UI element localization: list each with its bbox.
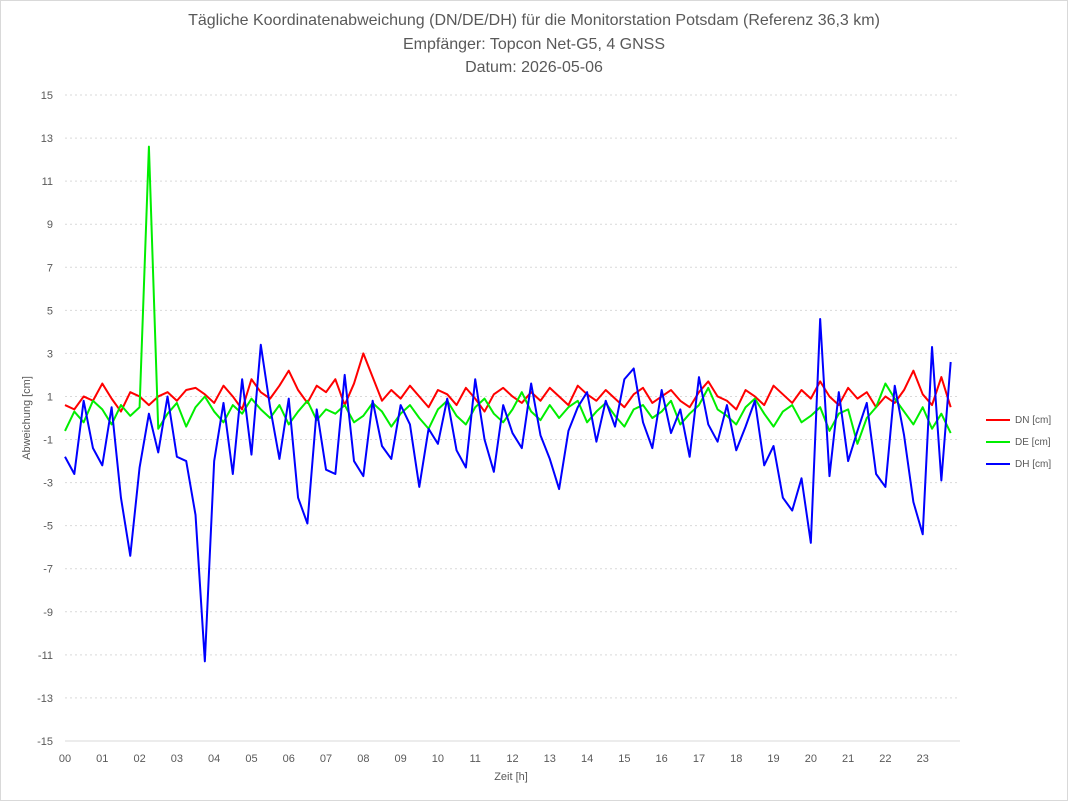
x-tick-label: 19 (767, 753, 779, 765)
series-line-de (64, 145, 952, 445)
y-tick-label: 3 (47, 348, 53, 360)
x-tick-label: 23 (917, 753, 929, 765)
x-tick-label: 13 (544, 753, 556, 765)
x-tick-label: 09 (395, 753, 407, 765)
x-tick-label: 16 (656, 753, 668, 765)
legend-label-dn: DN [cm] (1015, 414, 1052, 426)
y-tick-label: 15 (41, 90, 53, 102)
legend-item-de: DE [cm] (986, 431, 1051, 453)
y-tick-label: -11 (38, 650, 53, 662)
y-tick-label: -13 (37, 693, 53, 705)
x-tick-label: 18 (730, 753, 742, 765)
x-tick-label: 15 (618, 753, 630, 765)
y-tick-label: 9 (47, 219, 53, 231)
legend-swatch-dh (986, 463, 1010, 465)
chart-subtitle-date: Datum: 2026-05-06 (465, 59, 603, 76)
x-tick-label: 07 (320, 753, 332, 765)
x-tick-label: 00 (59, 753, 71, 765)
x-tick-label: 12 (506, 753, 518, 765)
x-axis-ticks: 00 01 02 03 04 05 06 07 08 09 10 11 12 13 14 15 16 17 18 19… (59, 753, 929, 765)
x-tick-label: 06 (283, 753, 295, 765)
y-tick-label: 13 (41, 133, 53, 145)
legend-item-dh: DH [cm] (986, 453, 1051, 475)
x-tick-label: 04 (208, 753, 220, 765)
x-tick-label: 01 (96, 753, 108, 765)
x-tick-label: 14 (581, 753, 593, 765)
chart-subtitle-receiver: Empfänger: Topcon Net-G5, 4 GNSS (402, 36, 666, 53)
x-axis-label: Zeit [h] (494, 771, 528, 783)
x-tick-label: 11 (469, 753, 480, 765)
y-tick-label: 7 (47, 262, 53, 274)
series-line-dh (64, 317, 952, 663)
legend: DN [cm] DE [cm] DH [cm] (986, 409, 1051, 475)
x-tick-label: 20 (805, 753, 817, 765)
y-tick-label: 5 (47, 305, 53, 317)
y-axis-label: Abweichung [cm] (21, 376, 33, 460)
x-tick-label: 08 (357, 753, 369, 765)
y-tick-label: 1 (47, 391, 53, 403)
chart-title: Tägliche Koordinatenabweichung (DN/DE/DH… (188, 12, 880, 29)
plot-area (64, 145, 952, 663)
y-tick-label: -3 (43, 478, 53, 490)
x-tick-label: 02 (133, 753, 145, 765)
legend-label-dh: DH [cm] (1015, 458, 1052, 470)
legend-label-de: DE [cm] (1015, 436, 1051, 448)
x-tick-label: 21 (842, 753, 854, 765)
series-line-dn (64, 352, 952, 413)
y-tick-label: -7 (43, 564, 53, 576)
y-tick-label: -1 (43, 435, 53, 447)
y-tick-label: -15 (37, 736, 53, 748)
y-tick-label: -9 (43, 607, 53, 619)
x-tick-label: 05 (245, 753, 257, 765)
y-axis-ticks: 15 13 11 9 7 5 3 1 -1 -3 -5 -7 -9 -11 -13 -15 (37, 90, 53, 748)
legend-swatch-de (986, 441, 1010, 443)
y-tick-label: -5 (43, 521, 53, 533)
x-tick-label: 10 (432, 753, 444, 765)
x-tick-label: 03 (171, 753, 183, 765)
x-tick-label: 17 (693, 753, 705, 765)
y-tick-label: 11 (42, 176, 53, 188)
legend-swatch-dn (986, 419, 1010, 421)
legend-item-dn: DN [cm] (986, 409, 1051, 431)
x-tick-label: 22 (879, 753, 891, 765)
